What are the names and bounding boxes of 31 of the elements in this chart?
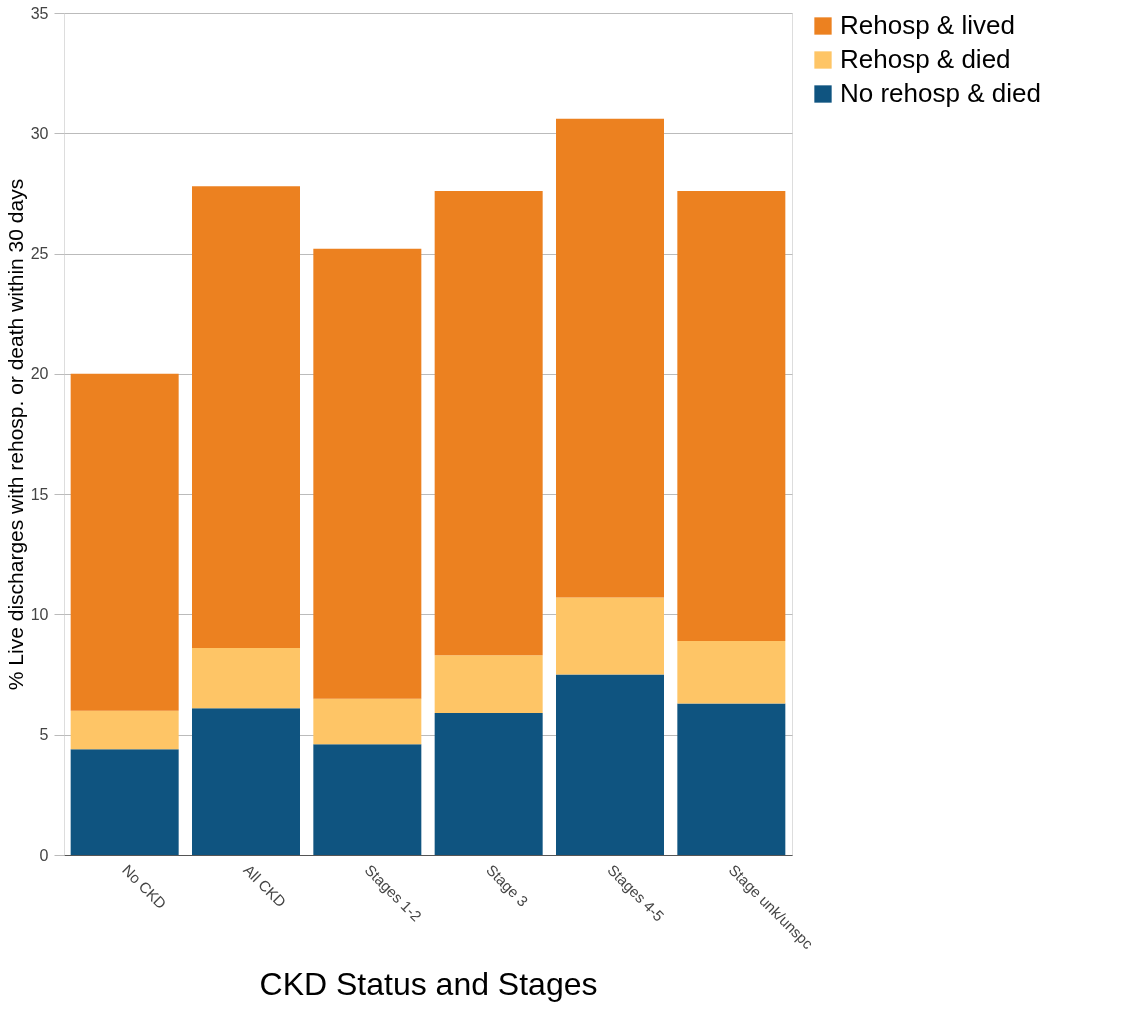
x-axis-title: CKD Status and Stages bbox=[259, 966, 598, 1003]
bar bbox=[434, 713, 543, 855]
bar bbox=[677, 703, 786, 855]
bar bbox=[677, 191, 786, 641]
bar bbox=[70, 373, 179, 711]
bar bbox=[192, 186, 300, 649]
y-tick-label: 30 bbox=[30, 124, 49, 142]
bar bbox=[313, 248, 422, 699]
bar bbox=[556, 118, 664, 598]
bar bbox=[313, 744, 422, 855]
y-tick-label: 35 bbox=[30, 4, 49, 22]
bar bbox=[192, 708, 300, 855]
bar bbox=[556, 674, 664, 855]
bar bbox=[192, 648, 300, 709]
legend-label: Rehosp & died bbox=[840, 44, 1011, 74]
y-tick-label: 10 bbox=[30, 605, 49, 623]
y-axis-title: % Live discharges with rehosp. or death within 30 days bbox=[3, 178, 27, 691]
bar bbox=[70, 749, 179, 855]
y-tick-label: 20 bbox=[30, 365, 49, 383]
bar bbox=[313, 698, 422, 745]
y-tick-label: 15 bbox=[30, 485, 49, 503]
bar bbox=[677, 640, 786, 704]
bar bbox=[70, 710, 179, 750]
legend-label: Rehosp & lived bbox=[840, 10, 1015, 40]
bar bbox=[434, 191, 543, 656]
y-tick-label: 0 bbox=[39, 846, 49, 864]
bar bbox=[434, 655, 543, 714]
bar bbox=[556, 597, 664, 675]
y-tick-label: 25 bbox=[30, 245, 49, 263]
legend-label: No rehosp & died bbox=[840, 78, 1041, 108]
y-tick-label: 5 bbox=[39, 726, 49, 744]
